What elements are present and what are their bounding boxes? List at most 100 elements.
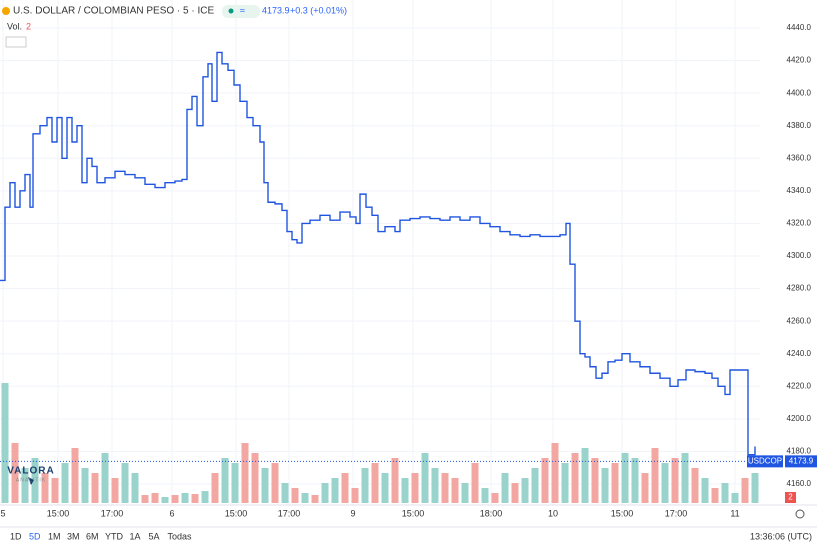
grid (0, 0, 760, 505)
range-button[interactable]: 5A (149, 531, 160, 541)
range-button[interactable]: 3M (67, 531, 80, 541)
range-button[interactable]: Todas (168, 531, 193, 541)
volume-bar (251, 453, 259, 503)
price-change: +0.3 (+0.01%) (290, 5, 347, 15)
volume-bar (501, 473, 509, 503)
range-button[interactable]: 1M (48, 531, 61, 541)
range-button[interactable]: 5D (29, 531, 41, 541)
volume-bar (581, 448, 589, 503)
volume-bar (331, 478, 339, 503)
volume-bar (711, 488, 719, 503)
settings-icon[interactable] (795, 509, 805, 519)
last-price: 4173.9 (262, 5, 290, 15)
volume-bar (121, 463, 129, 503)
volume-bar (421, 453, 429, 503)
price-tag-label: 4173.9 (789, 456, 814, 465)
volume-bar (101, 453, 109, 503)
volume-bar (401, 478, 409, 503)
flag-icon (2, 7, 10, 15)
volume-bar (451, 478, 459, 503)
volume-bar (641, 473, 649, 503)
y-tick-label: 4300.0 (787, 251, 812, 260)
logo-sub: ANALITIK (16, 477, 46, 483)
volume-bar (111, 478, 119, 503)
collapse-button[interactable] (5, 36, 27, 48)
volume-bar (751, 473, 759, 503)
range-button[interactable]: YTD (105, 531, 124, 541)
volume-bar (51, 478, 59, 503)
volume-bar (551, 443, 559, 503)
volume-bar (591, 458, 599, 503)
volume-bar (521, 478, 529, 503)
volume-bar (41, 473, 49, 503)
y-tick-label: 4180.0 (787, 447, 812, 456)
range-button[interactable]: 1D (10, 531, 22, 541)
y-tick-label: 4440.0 (787, 23, 812, 32)
volume-bar (11, 443, 19, 503)
volume-bar (271, 463, 279, 503)
plot (0, 51, 760, 462)
volume-bar (31, 458, 39, 503)
volume-tag-label: 2 (788, 493, 793, 502)
status-pill (222, 5, 260, 18)
status-icon: ≈ (240, 5, 245, 15)
range-button[interactable]: 6M (86, 531, 99, 541)
x-tick-label: 5 (0, 508, 5, 518)
price-tag (785, 455, 817, 468)
x-tick-label: 18:00 (480, 508, 503, 518)
volume-bar (441, 473, 449, 503)
volume-bar (621, 453, 629, 503)
volume-bar (511, 483, 519, 503)
volume-bar (351, 488, 359, 503)
volume-bar (371, 463, 379, 503)
volume-bar (461, 483, 469, 503)
volume-bar (571, 453, 579, 503)
clock: 13:36:06 (UTC) (750, 531, 812, 541)
volume-bar (661, 463, 669, 503)
volume-bar (61, 463, 69, 503)
volume-bar (431, 468, 439, 503)
volume-bar (171, 495, 179, 503)
volume-bar (611, 463, 619, 503)
volume-bar (481, 488, 489, 503)
volume-tag (785, 492, 796, 503)
y-tick-label: 4280.0 (787, 284, 812, 293)
volume-bar (191, 494, 199, 503)
volume-bar (601, 468, 609, 503)
volume-bar (491, 493, 499, 503)
volume-bar (241, 443, 249, 503)
volume-bar (531, 468, 539, 503)
volume-bar (671, 458, 679, 503)
volume-bar (301, 493, 309, 503)
volume-bar (231, 463, 239, 503)
volume-bar (561, 463, 569, 503)
volume-bar (71, 448, 79, 503)
logo-icon (28, 477, 34, 485)
y-tick-label: 4160.0 (787, 479, 812, 488)
y-tick-label: 4400.0 (787, 88, 812, 97)
volume-bar (381, 473, 389, 503)
x-tick-label: 11 (730, 508, 739, 518)
volume-bar (21, 468, 29, 503)
status-dot (228, 8, 234, 14)
volume-bar (411, 473, 419, 503)
price-line (0, 51, 756, 456)
volume-bar (201, 491, 209, 503)
x-tick-label: 15:00 (402, 508, 425, 518)
volume-bar (131, 473, 139, 503)
volume-bar (631, 458, 639, 503)
volume-bar (211, 473, 219, 503)
volume-label: Vol. (7, 21, 22, 31)
x-tick-label: 17:00 (278, 508, 301, 518)
x-tick-label: 17:00 (101, 508, 124, 518)
range-buttons: 1D 5D 1M 3M 6M YTD 1A 5A Todas (10, 531, 192, 541)
y-tick-label: 4380.0 (787, 121, 812, 130)
volume-bar (691, 468, 699, 503)
volume-bar (681, 453, 689, 503)
y-tick-label: 4340.0 (787, 186, 812, 195)
range-button[interactable]: 1A (130, 531, 141, 541)
volume-bar (221, 458, 229, 503)
volume-bar (181, 493, 189, 503)
